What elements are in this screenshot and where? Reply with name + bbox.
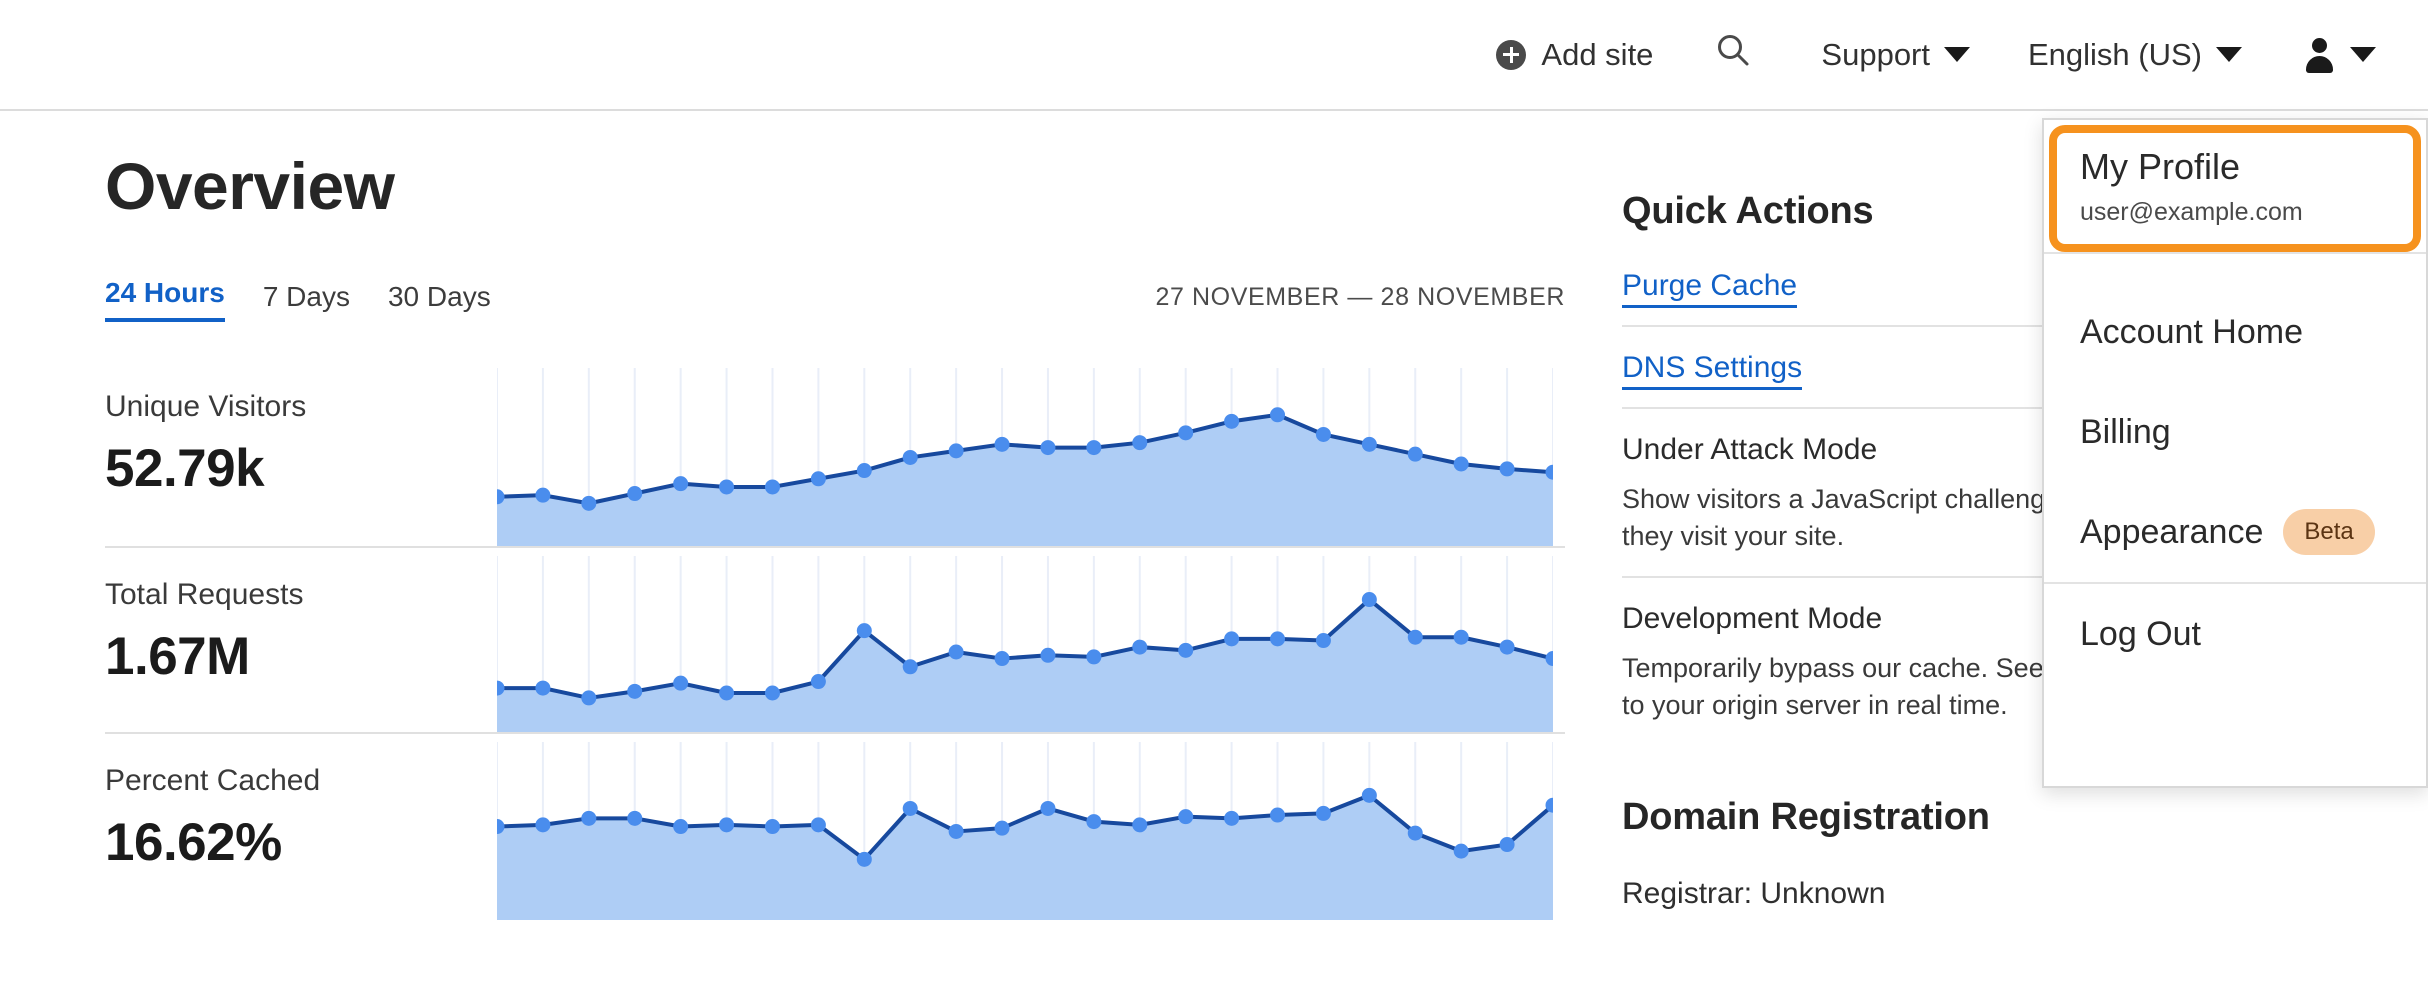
dropdown-item-log-out[interactable]: Log Out [2044,584,2426,684]
metric-row-total-requests: Total Requests 1.67M [105,545,1565,734]
chevron-down-icon [2216,47,2242,62]
registrar-value: Registrar: Unknown [1622,877,1886,910]
domain-registration-panel: Domain Registration Registrar: Unknown [1622,796,2182,911]
metric-info: Unique Visitors 52.79k [105,360,497,499]
billing-label: Billing [2080,412,2171,451]
chevron-down-icon [2350,47,2376,62]
tab-24-hours[interactable]: 24 Hours [105,277,225,322]
dns-settings-link[interactable]: DNS Settings [1622,351,1803,390]
language-menu[interactable]: English (US) [2028,37,2242,73]
under-attack-mode-title: Under Attack Mode [1622,433,1878,466]
support-label: Support [1821,36,1930,72]
search-icon [1713,31,1753,79]
purge-cache-link[interactable]: Purge Cache [1622,269,1798,308]
top-header: Add site Support English (US) [0,0,2428,111]
dropdown-item-appearance[interactable]: Appearance Beta [2044,482,2426,582]
sparkline-unique-visitors [497,360,1565,546]
domain-registration-title: Domain Registration [1622,796,1990,838]
metric-label: Unique Visitors [105,389,307,423]
dropdown-item-billing[interactable]: Billing [2044,382,2426,482]
metric-value: 52.79k [105,438,265,498]
person-icon [2302,37,2336,73]
dropdown-divider [2044,582,2426,584]
account-dropdown-menu: My Profile user@example.com Account Home… [2042,118,2428,788]
dropdown-item-my-profile[interactable]: My Profile user@example.com [2044,120,2426,254]
time-range-tabs: 24 Hours 7 Days 30 Days 27 NOVEMBER — 28… [105,277,1565,322]
metrics-list: Unique Visitors 52.79k Total Requests 1.… [105,360,1565,920]
metric-value: 1.67M [105,626,250,686]
account-home-label: Account Home [2080,312,2303,351]
tab-30-days[interactable]: 30 Days [387,280,491,312]
language-label: English (US) [2028,36,2202,72]
sparkline-percent-cached [497,734,1565,920]
metric-label: Percent Cached [105,763,321,797]
tab-7-days[interactable]: 7 Days [262,280,350,312]
my-profile-email: user@example.com [2080,197,2303,226]
quick-action-dns-settings[interactable]: DNS Settings [1622,325,2182,407]
beta-badge: Beta [2283,509,2375,555]
add-site-label: Add site [1541,36,1654,72]
metric-info: Total Requests 1.67M [105,548,497,687]
support-menu[interactable]: Support [1821,37,1970,73]
selection-highlight-box [2049,125,2421,252]
metric-row-unique-visitors: Unique Visitors 52.79k [105,360,1565,546]
page-title: Overview [105,149,395,223]
appearance-label: Appearance [2080,512,2264,551]
account-menu-button[interactable] [2302,37,2376,73]
log-out-label: Log Out [2080,614,2201,653]
metric-row-percent-cached: Percent Cached 16.62% [105,731,1565,920]
metric-value: 16.62% [105,812,282,872]
my-profile-label: My Profile [2080,145,2241,187]
date-range-label: 27 NOVEMBER — 28 NOVEMBER [1155,282,1565,311]
add-site-button[interactable]: Add site [1496,37,1653,73]
metric-info: Percent Cached 16.62% [105,734,497,873]
quick-actions-title: Quick Actions [1622,190,1874,232]
overview-main: Overview 24 Hours 7 Days 30 Days 27 NOVE… [105,149,1565,920]
search-button[interactable] [1713,31,1753,79]
plus-circle-icon [1496,39,1527,70]
development-mode-title: Development Mode [1622,601,1883,635]
chevron-down-icon [1944,47,1970,62]
dropdown-item-account-home[interactable]: Account Home [2044,282,2426,382]
quick-action-purge-cache[interactable]: Purge Cache [1622,269,2182,325]
metric-label: Total Requests [105,577,304,611]
sparkline-total-requests [497,548,1565,734]
